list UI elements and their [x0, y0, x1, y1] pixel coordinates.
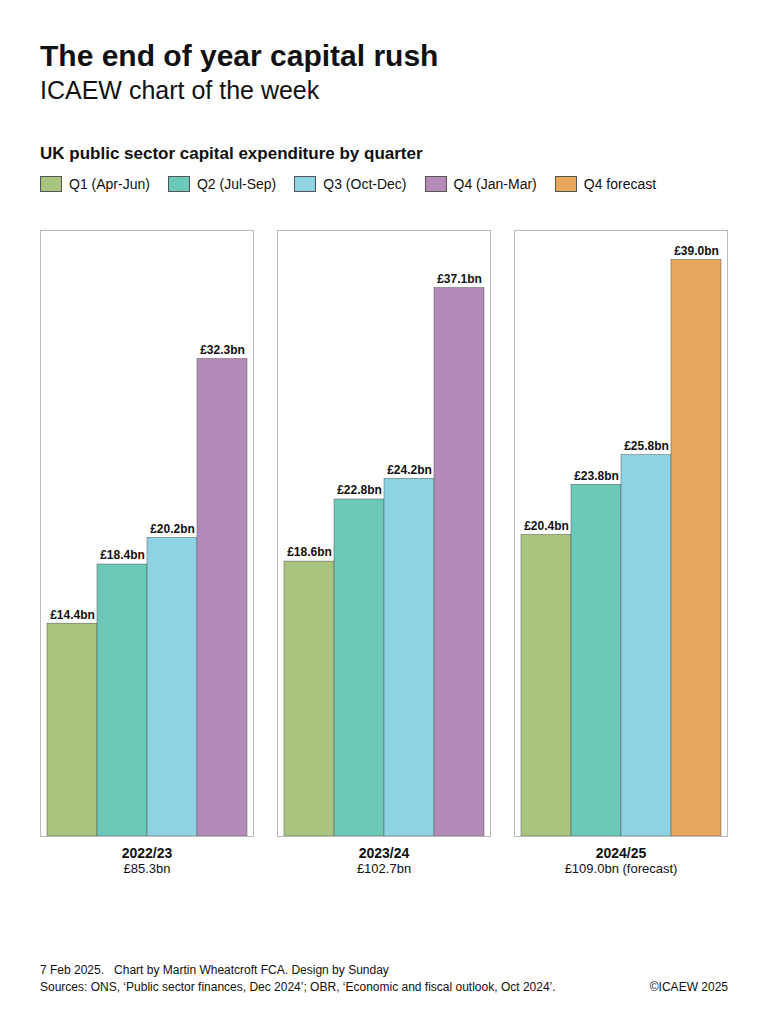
svg-text:£85.3bn: £85.3bn — [124, 861, 171, 876]
svg-text:£18.4bn: £18.4bn — [100, 548, 145, 562]
svg-text:£39.0bn: £39.0bn — [674, 244, 719, 258]
svg-text:£18.6bn: £18.6bn — [287, 545, 332, 559]
svg-text:£20.2bn: £20.2bn — [150, 522, 195, 536]
html-text:UK public sector capital expen: UK public sector capital expenditure by … — [40, 144, 423, 163]
svg-text:£37.1bn: £37.1bn — [437, 272, 482, 286]
svg-text:£20.4bn: £20.4bn — [524, 519, 569, 533]
svg-text:£32.3bn: £32.3bn — [200, 343, 245, 357]
svg-text:£22.8bn: £22.8bn — [337, 483, 382, 497]
html-text:7 Feb 2025. Chart by Martin Wh: 7 Feb 2025. Chart by Martin Wheatcroft F… — [40, 963, 389, 977]
svg-text:2023/24: 2023/24 — [359, 845, 410, 861]
html-text:Q4 (Jan-Mar): Q4 (Jan-Mar) — [453, 176, 537, 192]
html-text:Q2 (Jul-Sep): Q2 (Jul-Sep) — [196, 176, 277, 192]
svg-text:£23.8bn: £23.8bn — [574, 469, 619, 483]
svg-text:£24.2bn: £24.2bn — [387, 463, 432, 477]
html-text:Sources: ONS, ‘Public sector f: Sources: ONS, ‘Public sector finances, D… — [40, 980, 556, 994]
svg-text:£109.0bn (forecast): £109.0bn (forecast) — [565, 861, 678, 876]
html-text:Q3 (Oct-Dec): Q3 (Oct-Dec) — [323, 176, 407, 192]
html-text:The end of year capital rush: The end of year capital rush — [40, 39, 439, 72]
svg-text:£25.8bn: £25.8bn — [624, 439, 669, 453]
svg-text:2024/25: 2024/25 — [596, 845, 647, 861]
svg-text:£14.4bn: £14.4bn — [50, 608, 95, 622]
html-text:©ICAEW 2025: ©ICAEW 2025 — [649, 980, 728, 994]
svg-text:2022/23: 2022/23 — [122, 845, 173, 861]
html-text:Q1 (Apr-Jun): Q1 (Apr-Jun) — [69, 176, 150, 192]
svg-text:£102.7bn: £102.7bn — [357, 861, 411, 876]
html-text:ICAEW chart of the week: ICAEW chart of the week — [40, 76, 320, 104]
html-text:Q4 forecast: Q4 forecast — [583, 176, 657, 192]
